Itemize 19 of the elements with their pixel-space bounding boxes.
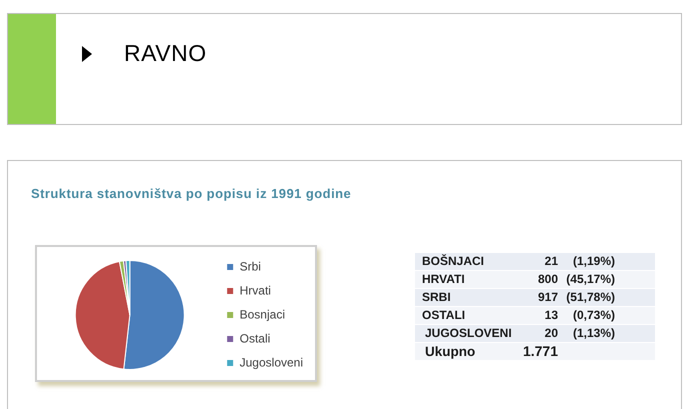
text: BOŠNJACI xyxy=(422,253,484,270)
chart-subtitle: Struktura stanovništva po popisu iz 1991 godine xyxy=(31,186,352,201)
legend-label: Ostali xyxy=(240,331,270,346)
text: HRVATI xyxy=(422,271,465,288)
text: OSTALI xyxy=(422,307,466,324)
text: 20 (1,13%) xyxy=(544,326,615,340)
text: 800 (45,17%) xyxy=(538,271,615,288)
text: 1.771 xyxy=(522,343,558,360)
legend-label: Jugosloveni xyxy=(240,355,303,370)
legend-label: Srbi xyxy=(240,259,261,274)
text: Ukupno xyxy=(425,343,476,360)
text: 13 (0,73%) xyxy=(544,308,615,322)
text: 21 (1,19%) xyxy=(544,254,615,268)
text: 917 (51,78%) xyxy=(538,289,615,306)
text: SRBI xyxy=(422,289,451,306)
text: JUGOSLOVENI xyxy=(425,325,512,342)
legend-label: Bosnjaci xyxy=(240,307,285,322)
chart-title: RAVNO xyxy=(124,40,207,66)
legend-label: Hrvati xyxy=(240,283,271,298)
